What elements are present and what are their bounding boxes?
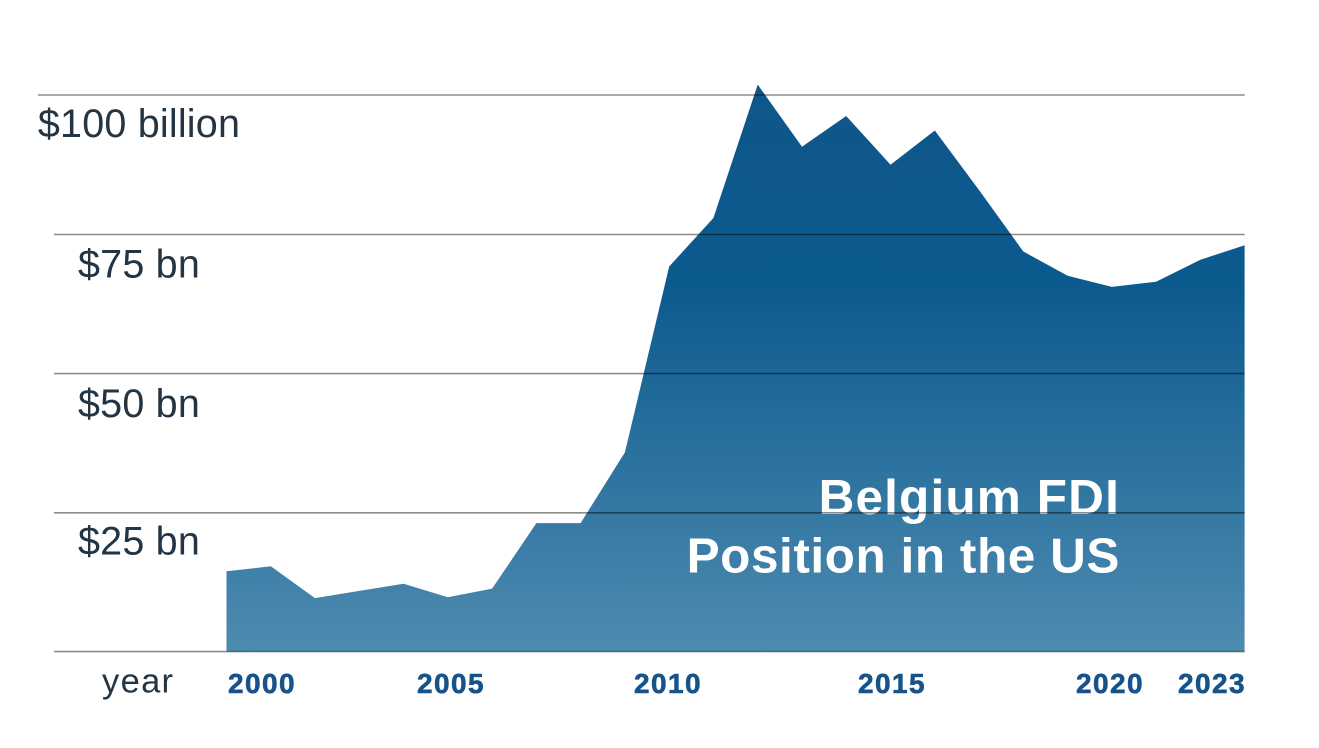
svg-text:2020: 2020: [1076, 668, 1144, 699]
svg-text:year: year: [102, 663, 174, 701]
svg-text:2000: 2000: [228, 668, 296, 699]
svg-text:$25 bn: $25 bn: [78, 520, 200, 564]
svg-text:$75 bn: $75 bn: [78, 242, 200, 286]
svg-text:2010: 2010: [634, 668, 702, 699]
svg-text:Position in the US: Position in the US: [687, 529, 1120, 584]
svg-text:2015: 2015: [858, 668, 926, 699]
svg-text:$50 bn: $50 bn: [78, 382, 200, 426]
svg-text:$100 billion: $100 billion: [38, 102, 240, 146]
svg-text:Belgium FDI: Belgium FDI: [819, 470, 1120, 525]
svg-text:2023: 2023: [1178, 668, 1246, 699]
svg-text:2005: 2005: [417, 668, 485, 699]
